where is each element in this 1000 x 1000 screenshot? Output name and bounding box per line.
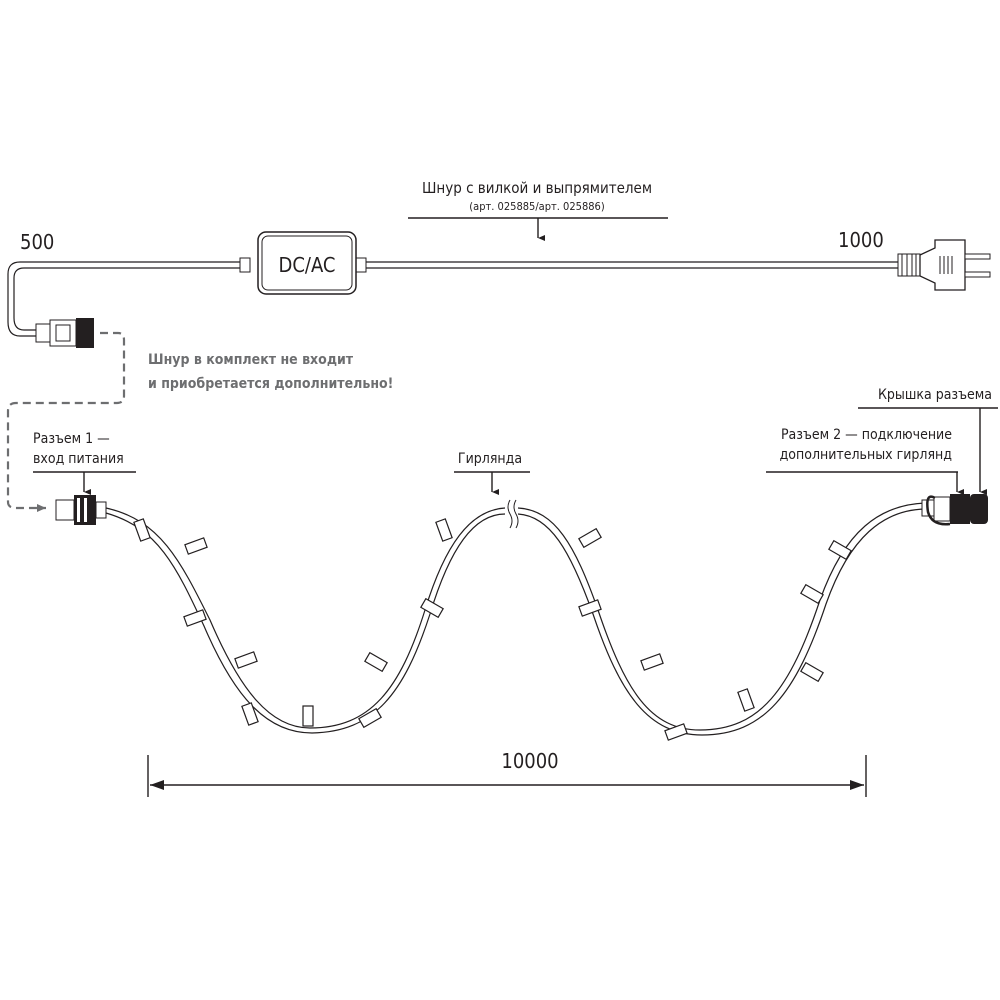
- bulb-icon: [133, 518, 151, 542]
- power-cord: [7, 257, 900, 337]
- connector2-label-1: Разъем 2 — подключение: [781, 427, 952, 443]
- cord-title: Шнур с вилкой и выпрямителем: [422, 179, 652, 197]
- bulb-icon: [828, 539, 852, 561]
- bulb-icon: [800, 661, 824, 683]
- garland-length: 10000: [501, 749, 558, 773]
- bulbs: [133, 518, 852, 741]
- length-right: 1000: [838, 228, 884, 252]
- bulb-icon: [737, 688, 755, 712]
- plug-icon: [897, 239, 991, 291]
- bulb-icon: [184, 537, 208, 555]
- connector1-label-1: Разъем 1 —: [33, 431, 110, 447]
- note-line-2: и приобретается дополнительно!: [148, 376, 393, 392]
- dashed-connection-line: [6, 331, 126, 512]
- bulb-icon: [578, 527, 602, 549]
- garland-label: Гирлянда: [458, 451, 522, 467]
- connector1-label-2: вход питания: [33, 451, 124, 467]
- length-left: 500: [20, 230, 54, 254]
- bulb-icon: [435, 518, 453, 542]
- bulb-icon: [358, 707, 382, 729]
- cord-connector-icon: [35, 318, 94, 348]
- cap-icon: [970, 494, 988, 524]
- dc-ac-converter: DC/AC: [257, 231, 357, 295]
- break-mark-icon: [507, 499, 519, 529]
- cord-article: (арт. 025885/арт. 025886): [469, 200, 605, 213]
- bulb-icon: [364, 651, 388, 673]
- connector1-icon: [55, 495, 107, 525]
- cap-label: Крышка разъема: [878, 387, 992, 403]
- garland-wire: [105, 499, 926, 736]
- bulb-icon: [183, 609, 207, 627]
- bulb-icon: [664, 723, 688, 741]
- bulb-icon: [302, 705, 314, 727]
- bulb-icon: [420, 597, 444, 619]
- note-line-1: Шнур в комплект не входит: [148, 352, 354, 368]
- bulb-icon: [578, 599, 602, 617]
- length-dimension: [147, 755, 867, 797]
- connector2-label-2: дополнительных гирлянд: [780, 447, 953, 463]
- connector2-icon: [921, 494, 988, 526]
- converter-label: DC/AC: [278, 253, 335, 277]
- bulb-icon: [800, 583, 824, 605]
- bulb-icon: [234, 651, 258, 669]
- bulb-icon: [640, 653, 664, 671]
- bulb-icon: [241, 702, 259, 726]
